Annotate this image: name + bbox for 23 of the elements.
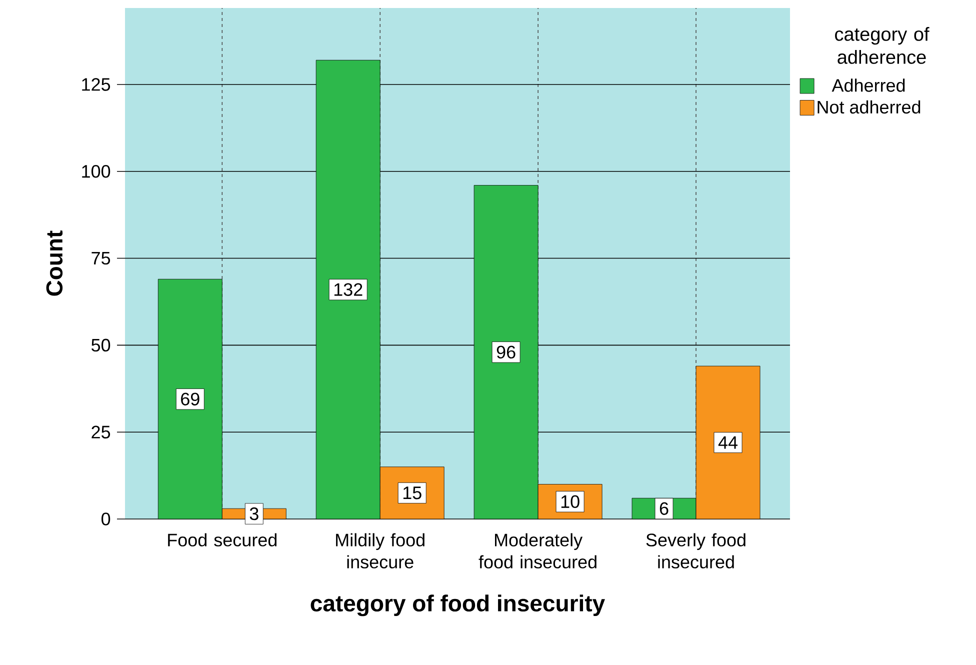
data-label: 69 <box>181 392 200 406</box>
y-tick-label: 25 <box>92 426 110 438</box>
legend-title: category of adherence <box>835 26 930 64</box>
data-label: 15 <box>403 486 422 500</box>
x-tick-label: Food secured <box>168 533 276 546</box>
y-axis-title: Count <box>46 230 63 296</box>
data-label: 6 <box>660 502 668 515</box>
data-label: 10 <box>561 495 580 508</box>
y-tick-label: 0 <box>102 512 110 526</box>
data-label: 96 <box>496 346 516 359</box>
x-tick-label: Moderately food insecured <box>478 533 596 568</box>
data-label: 44 <box>718 436 738 449</box>
y-tick-label: 125 <box>82 78 110 91</box>
x-tick-label: Severly food insecured <box>646 533 746 568</box>
data-label: 3 <box>250 507 258 520</box>
y-tick-label: 50 <box>92 338 110 352</box>
x-tick-label: Mildily food insecure <box>336 533 424 568</box>
y-tick-label: 100 <box>82 165 110 178</box>
legend-label: Not adherred <box>818 100 920 114</box>
legend-label: Adherred <box>832 78 905 92</box>
y-tick-label: 75 <box>92 252 110 265</box>
x-axis-title: category of food insecurity <box>310 594 605 616</box>
data-label: 132 <box>334 283 362 296</box>
